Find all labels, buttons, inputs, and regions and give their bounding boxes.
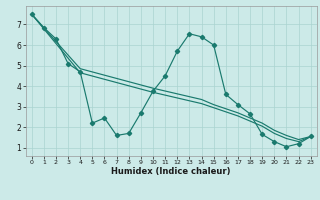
X-axis label: Humidex (Indice chaleur): Humidex (Indice chaleur) [111,167,231,176]
